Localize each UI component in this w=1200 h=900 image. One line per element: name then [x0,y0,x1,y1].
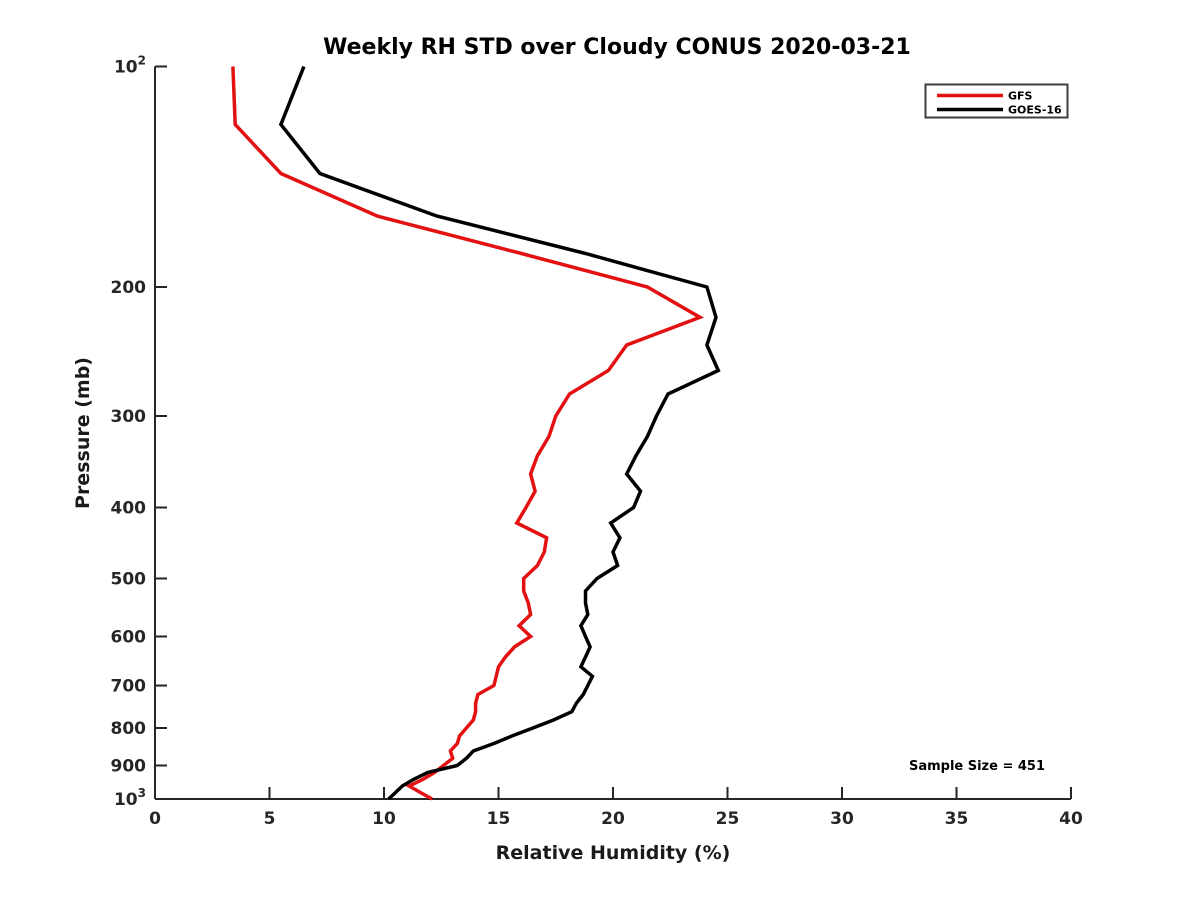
legend-gfs-label: GFS [1008,90,1033,103]
x-tick-label: 20 [601,809,625,829]
y-tick-label: 103 [114,786,146,810]
y-tick-label: 700 [111,677,147,697]
series-goes-16-line [278,65,721,801]
y-tick-label: 500 [111,569,147,589]
sample-size-annotation: Sample Size = 451 [909,759,1045,774]
x-tick-label: 5 [264,809,276,829]
y-tick-label: 200 [111,278,147,298]
legend-goes16-label: GOES-16 [1008,104,1062,117]
legend: GFS GOES-16 [924,83,1069,119]
x-axis-label: Relative Humidity (%) [496,842,731,864]
x-tick-label: 15 [487,809,511,829]
y-tick-label: 102 [114,54,146,78]
x-tick-label: 10 [372,809,396,829]
y-tick-label: 800 [111,719,147,739]
y-tick-label: 900 [111,756,147,776]
x-tick-label: 25 [716,809,740,829]
x-tick-label: 0 [149,809,161,829]
y-tick-label: 300 [111,407,147,427]
x-tick-label: 40 [1059,809,1083,829]
y-axis-label: Pressure (mb) [72,357,94,509]
plot-generated-group: 0 5 10 15 20 25 30 35 40 102 200 300 400 500 600 700 800… [111,54,1083,830]
legend-box [924,83,1069,119]
x-tick-label: 35 [945,809,969,829]
series-gfs-line [231,66,705,801]
chart-title: Weekly RH STD over Cloudy CONUS 2020-03-… [323,35,911,60]
y-tick-label: 600 [111,627,147,647]
x-tick-label: 30 [830,809,854,829]
y-tick-label: 400 [111,499,147,519]
